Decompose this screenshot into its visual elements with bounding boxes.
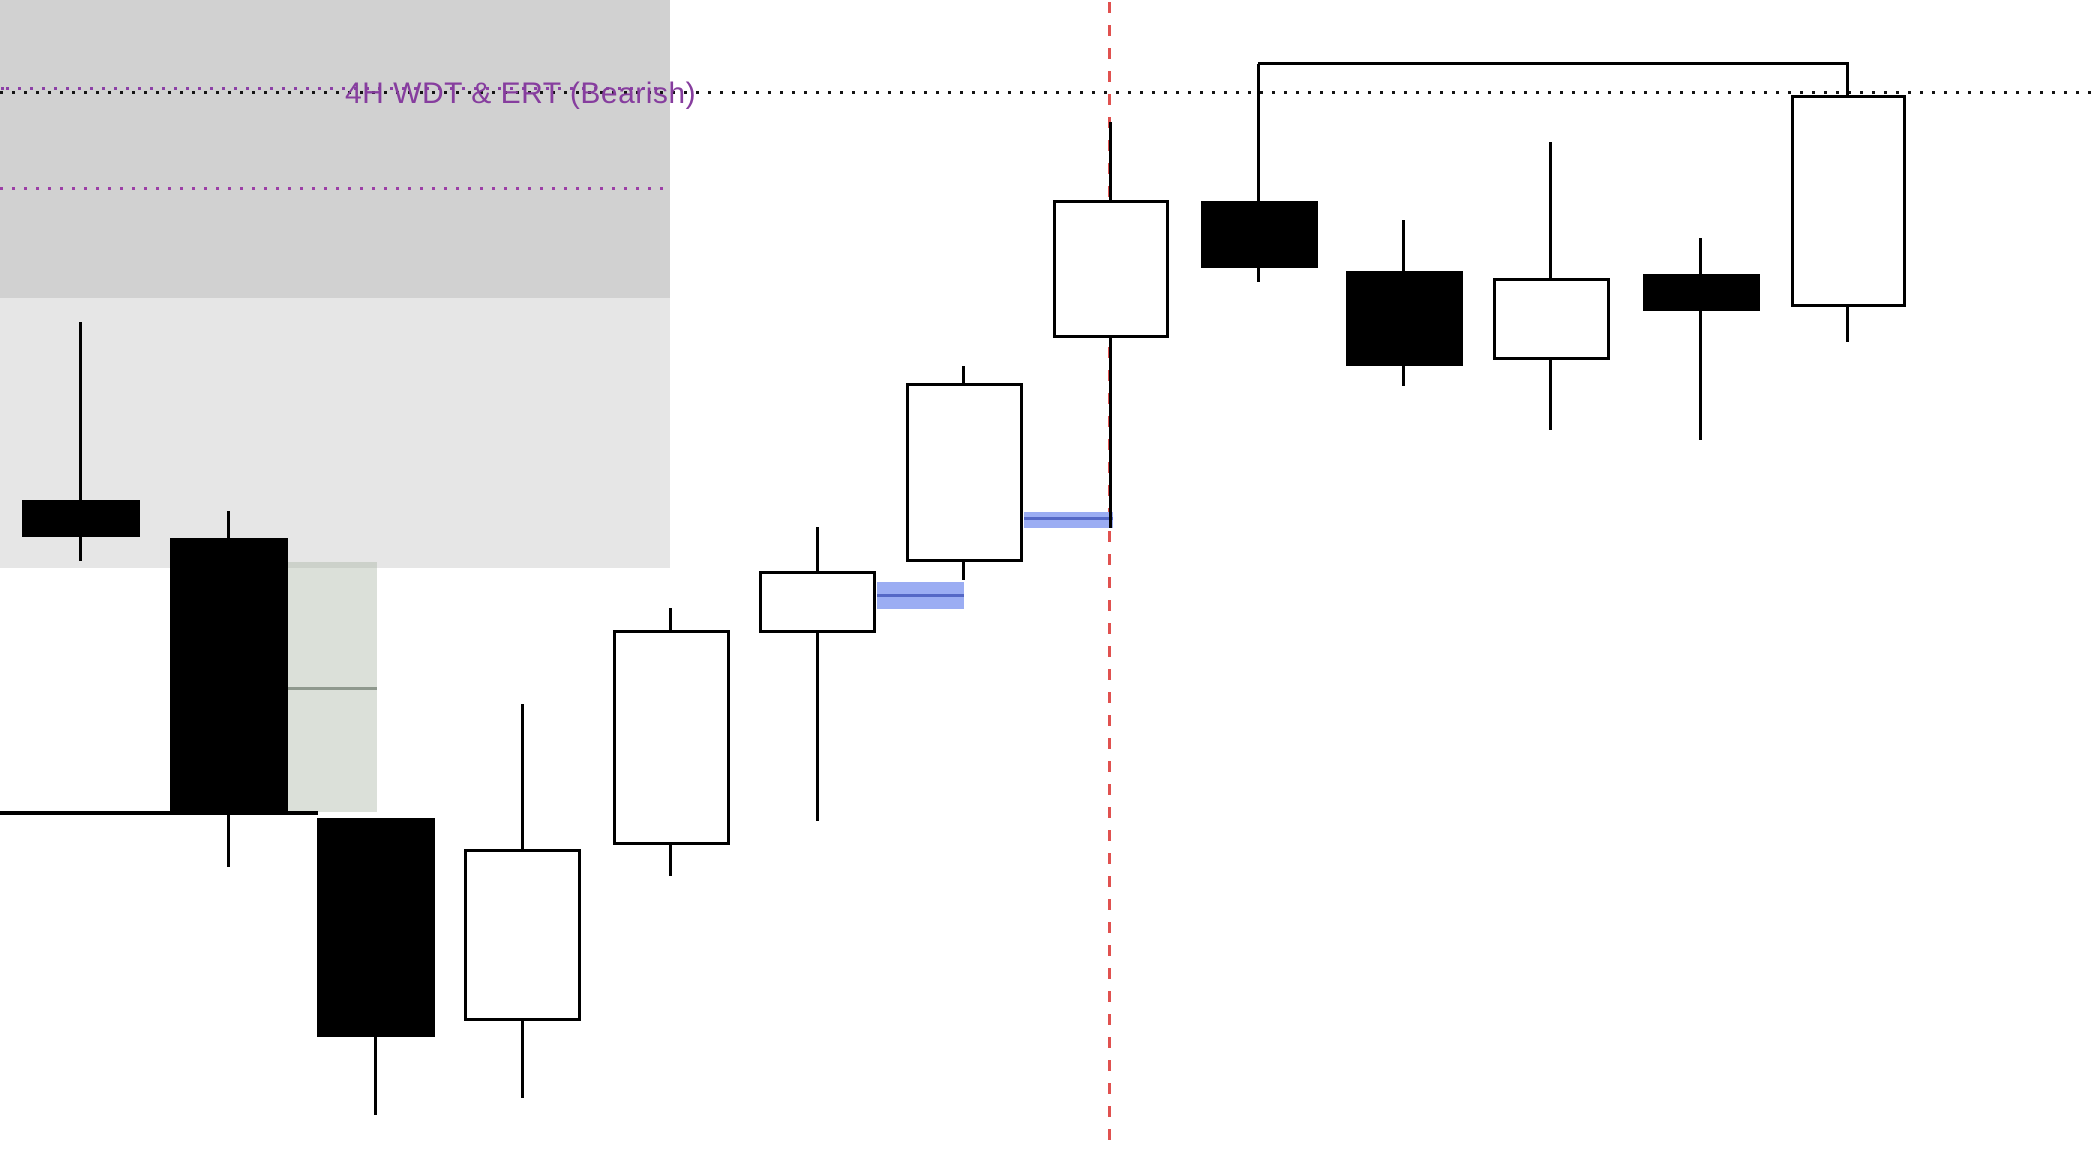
session-divider-red-dashed[interactable] (1108, 2, 1111, 1152)
candle-3-body-bearish (317, 818, 435, 1037)
candle-1-wick-bearish (79, 322, 82, 561)
liquidity-box-top-line[interactable] (1258, 62, 1849, 65)
candle-9-body-bearish (1201, 201, 1318, 268)
candle-10-body-bearish (1346, 271, 1463, 366)
candle-7-body-bullish (906, 383, 1023, 562)
candle-11-body-bullish (1493, 278, 1610, 360)
order-block-1[interactable] (877, 582, 964, 609)
candle-9-wick-bearish (1257, 64, 1260, 282)
candle-12-wick-bearish (1699, 238, 1702, 440)
order-block-2[interactable] (1024, 512, 1113, 528)
supply-zone-label[interactable]: 4H WDT & ERT (Bearish) (345, 77, 697, 110)
wdt-level-dotted-purple[interactable] (0, 87, 665, 90)
order-block-2-mid-line (1024, 517, 1113, 520)
supply-zone-upper[interactable] (0, 0, 670, 298)
candle-6-body-bullish (759, 571, 876, 633)
candle-12-body-bearish (1643, 274, 1760, 311)
candle-8-body-bullish (1053, 200, 1169, 338)
secondary-dotted-purple[interactable] (0, 187, 670, 190)
order-block-1-mid-line (877, 594, 964, 597)
candle-2-body-bearish (170, 538, 288, 814)
candle-4-body-bullish (464, 849, 581, 1021)
demand-zone-green[interactable] (288, 562, 377, 812)
support-line-black[interactable] (0, 811, 318, 815)
candle-6-wick-bullish (816, 527, 819, 821)
ert-level-dotted-black[interactable] (0, 91, 2098, 94)
demand-zone-green-divider (288, 687, 377, 690)
candle-13-body-bullish (1791, 95, 1906, 307)
candle-1-body-bearish (22, 500, 140, 537)
candle-5-body-bullish (613, 630, 730, 845)
